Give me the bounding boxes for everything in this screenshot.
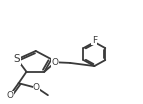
Text: O: O [7,91,13,100]
Text: S: S [14,54,20,64]
Text: O: O [52,58,58,67]
Text: F: F [92,36,97,45]
Text: O: O [33,83,40,92]
